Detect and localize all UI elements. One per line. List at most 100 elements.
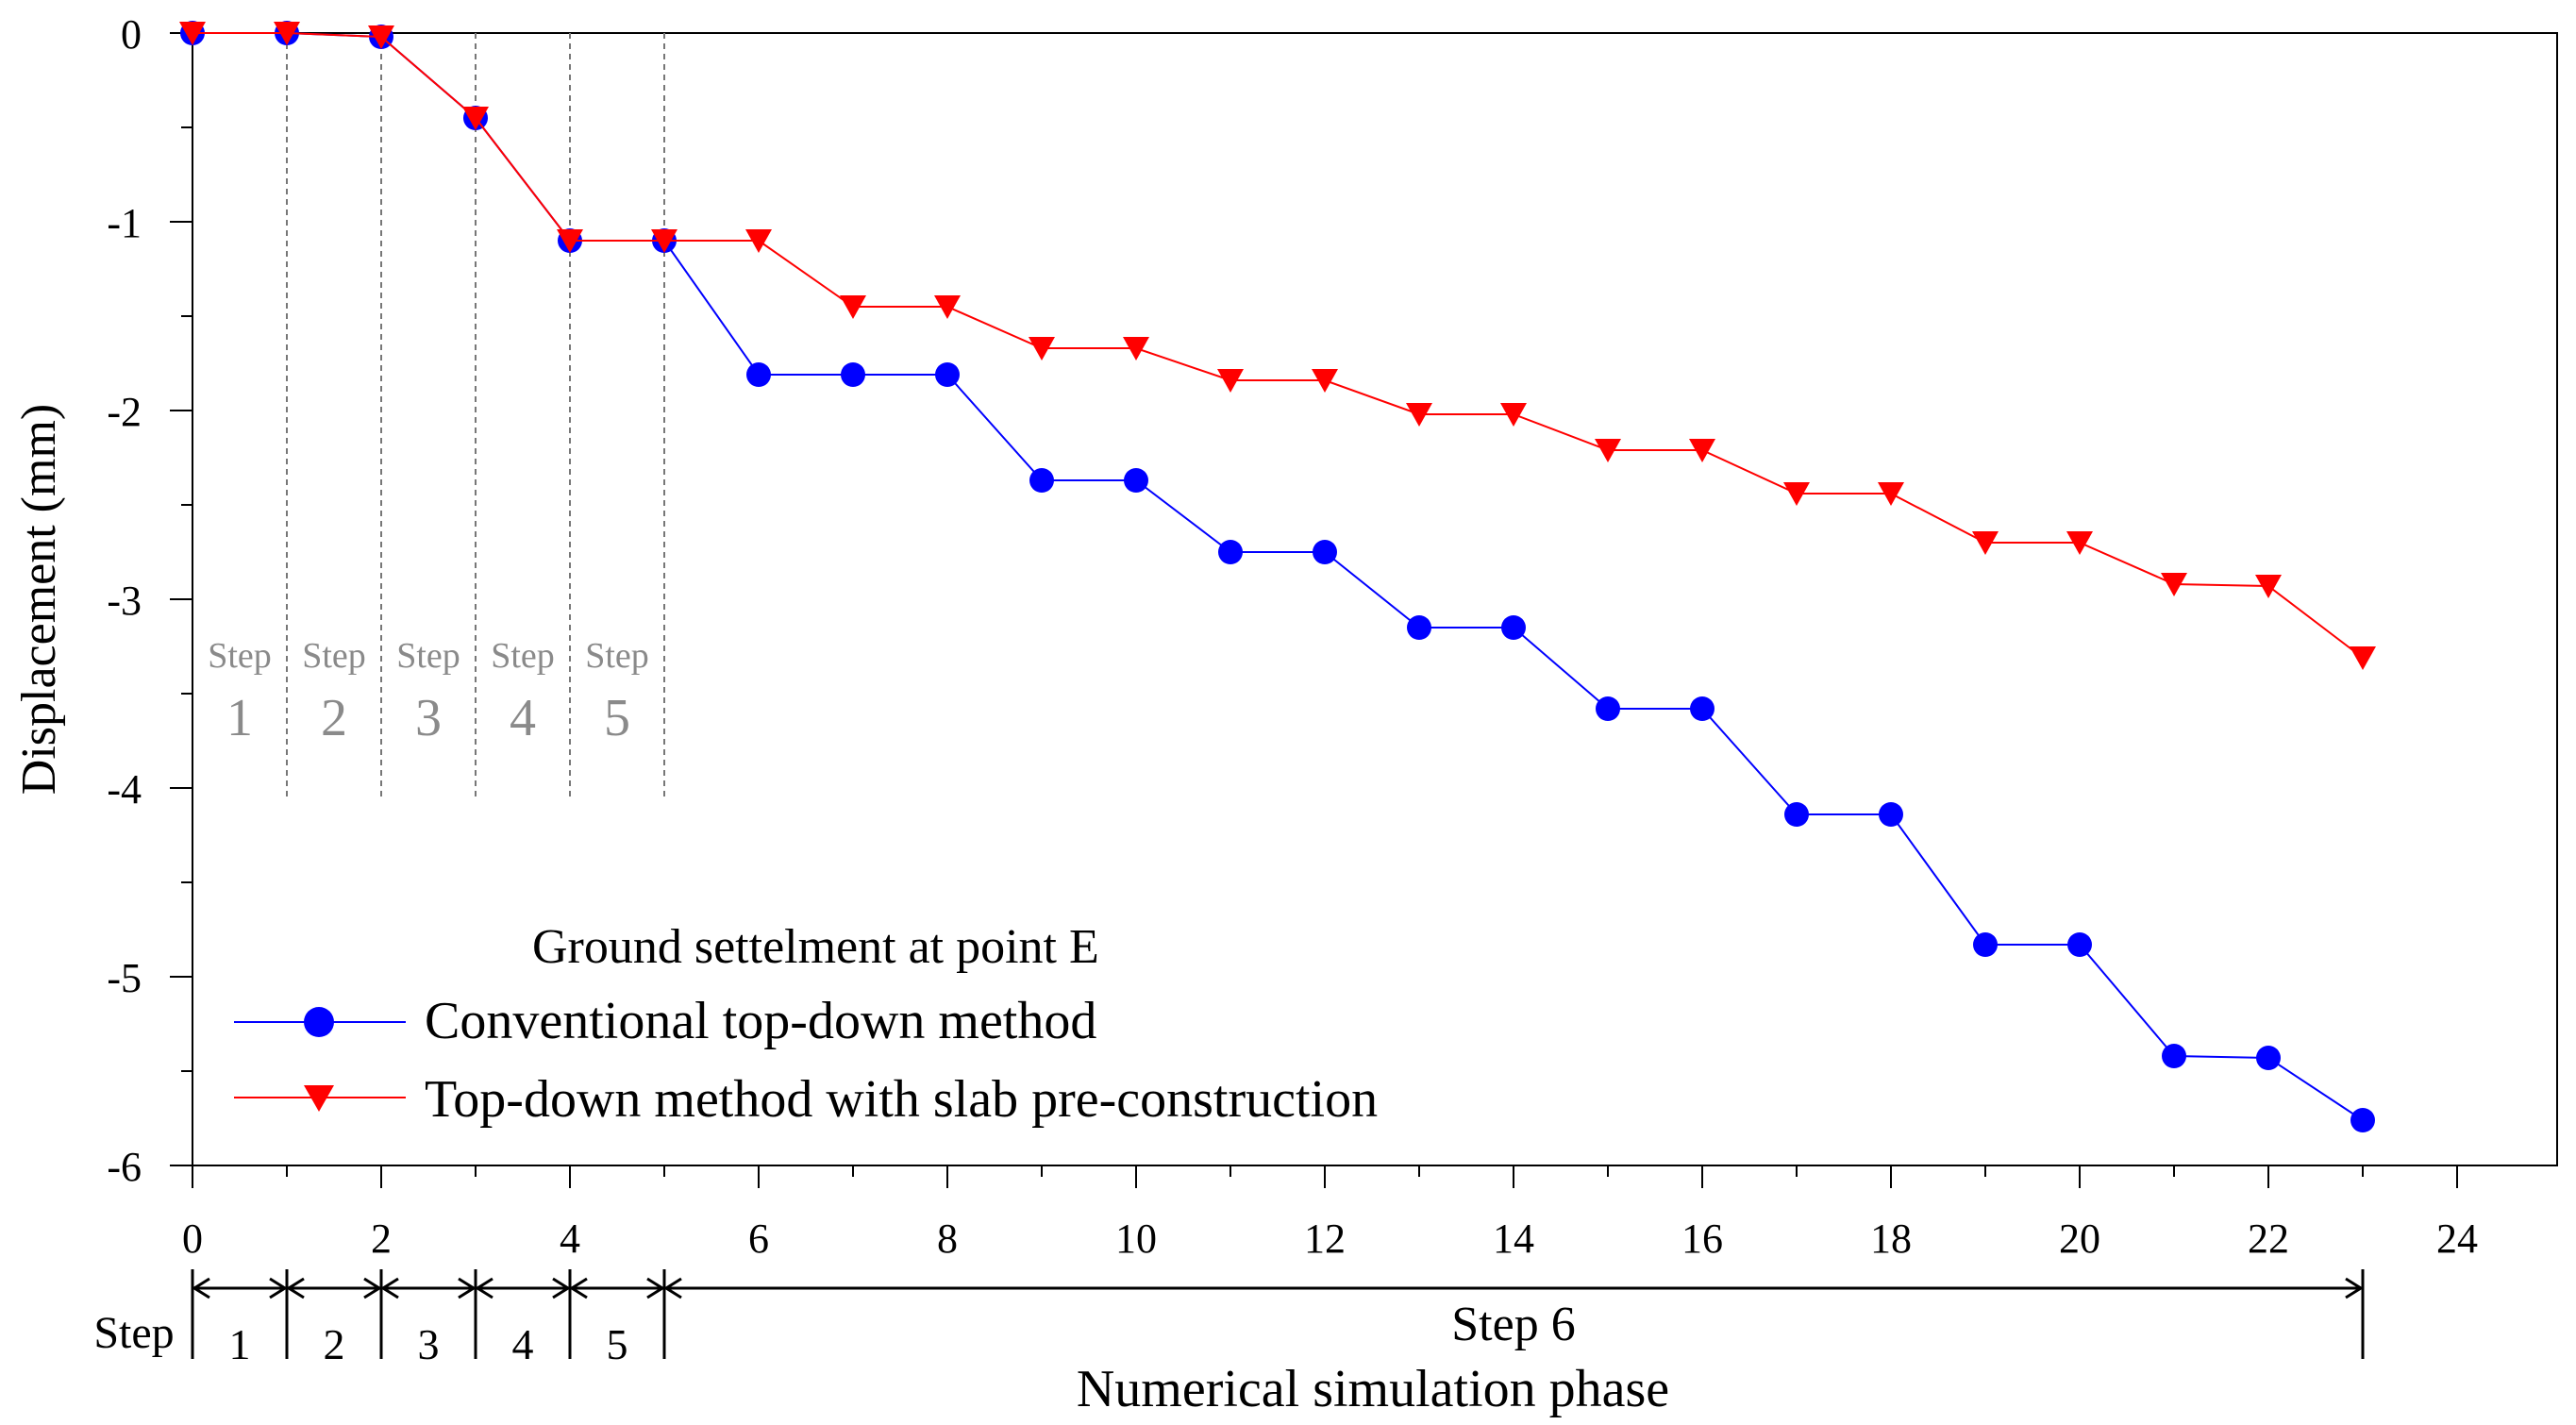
- legend-marker-conventional: [304, 1007, 334, 1037]
- data-point-triangle: [1406, 403, 1432, 427]
- x-tick-label: 14: [1493, 1215, 1534, 1262]
- y-tick-label: -5: [107, 955, 142, 1001]
- data-point-triangle: [368, 25, 394, 49]
- data-point-circle: [1784, 802, 1809, 827]
- series-line: [192, 32, 2364, 659]
- data-point-triangle: [1217, 369, 1244, 393]
- step-annotations: Step 1 Step 2 Step 3 Step 4 Step 5: [208, 636, 649, 747]
- step-range-label: 4: [512, 1320, 534, 1368]
- data-point-triangle: [934, 295, 961, 319]
- legend-label-preconstruction: Top-down method with slab pre-constructi…: [425, 1070, 1378, 1129]
- y-axis-title: Displacement (mm): [12, 404, 66, 795]
- step-range-label: 2: [324, 1320, 345, 1368]
- data-point-triangle: [1689, 439, 1715, 462]
- step-range-label: Step 6: [1451, 1298, 1575, 1351]
- data-point-circle: [1596, 696, 1620, 721]
- data-point-triangle: [745, 229, 772, 253]
- data-point-circle: [2162, 1044, 2186, 1068]
- step-range-arrow-left: [569, 1277, 588, 1299]
- step-annotation-number: 2: [321, 689, 347, 747]
- step-range-arrow-right: [363, 1277, 382, 1299]
- x-tick-label: 6: [748, 1215, 769, 1262]
- data-point-triangle: [1029, 337, 1055, 360]
- step-range-arrow-right: [552, 1277, 571, 1299]
- data-point-circle: [1690, 696, 1715, 721]
- data-point-triangle: [2255, 575, 2282, 598]
- data-point-circle: [2256, 1046, 2281, 1070]
- data-point-circle: [2067, 932, 2092, 957]
- step-row-title: Step: [93, 1308, 174, 1358]
- step-annotation-number: 4: [510, 689, 536, 747]
- y-tick-label: -1: [107, 200, 142, 246]
- data-point-triangle: [557, 229, 583, 253]
- data-point-circle: [1124, 468, 1148, 493]
- data-series: [179, 21, 2376, 1132]
- x-tick-label: 20: [2059, 1215, 2100, 1262]
- data-point-circle: [1029, 468, 1054, 493]
- step-annotation-word: Step: [302, 636, 366, 676]
- data-point-circle: [1218, 540, 1243, 564]
- step-range-arrow-left: [663, 1277, 682, 1299]
- y-tick-label: -6: [107, 1144, 142, 1190]
- step-range-arrow-left: [192, 1277, 210, 1299]
- step-annotation-number: 3: [415, 689, 442, 747]
- x-tick-label: 16: [1681, 1215, 1723, 1262]
- data-point-triangle: [274, 22, 300, 45]
- step-range-arrow-left: [475, 1277, 493, 1299]
- axis-ticks: 0 2 4 6 8 10 12 14 16 18 20 22 240-1-2-3-4-5-6: [107, 11, 2478, 1262]
- x-tick-label: 0: [182, 1215, 203, 1262]
- y-tick-label: -4: [107, 766, 142, 813]
- step-annotation-number: 5: [604, 689, 630, 747]
- step-annotation-word: Step: [396, 636, 460, 676]
- data-point-triangle: [2066, 531, 2093, 555]
- legend: Ground settelment at point E Conventiona…: [234, 920, 1378, 1129]
- step-range-label: 5: [607, 1320, 628, 1368]
- step-range-arrow-right: [458, 1277, 477, 1299]
- data-point-circle: [1973, 932, 1998, 957]
- data-point-circle: [1313, 540, 1337, 564]
- step-boundary-lines: [286, 33, 665, 797]
- x-tick-label: 10: [1115, 1215, 1157, 1262]
- data-point-triangle: [1500, 403, 1527, 427]
- data-point-circle: [1501, 615, 1526, 640]
- step-range-label: 1: [229, 1320, 251, 1368]
- data-point-circle: [935, 362, 960, 387]
- step-range-arrow-left: [380, 1277, 399, 1299]
- x-tick-label: 18: [1870, 1215, 1912, 1262]
- x-axis-title: Numerical simulation phase: [1077, 1360, 1669, 1418]
- legend-label-conventional: Conventional top-down method: [425, 992, 1096, 1050]
- step-annotation-word: Step: [585, 636, 649, 676]
- step-range-arrow-right: [646, 1277, 665, 1299]
- data-point-triangle: [1878, 482, 1904, 506]
- data-point-circle: [1407, 615, 1431, 640]
- x-tick-label: 4: [560, 1215, 580, 1262]
- y-tick-label: -3: [107, 578, 142, 624]
- legend-marker-preconstruction: [304, 1085, 334, 1112]
- step-range-arrow-right: [2345, 1277, 2364, 1299]
- data-point-triangle: [1123, 337, 1149, 360]
- legend-title: Ground settelment at point E: [532, 920, 1099, 974]
- x-tick-label: 2: [371, 1215, 392, 1262]
- data-point-triangle: [1972, 531, 1999, 555]
- x-tick-label: 24: [2436, 1215, 2478, 1262]
- data-point-circle: [746, 362, 771, 387]
- data-point-triangle: [2161, 573, 2187, 596]
- data-point-circle: [841, 362, 865, 387]
- x-tick-label: 12: [1304, 1215, 1346, 1262]
- data-point-triangle: [651, 229, 677, 253]
- data-point-triangle: [1595, 439, 1621, 462]
- y-tick-label: -2: [107, 389, 142, 435]
- y-tick-label: 0: [121, 11, 142, 58]
- x-tick-label: 8: [937, 1215, 958, 1262]
- data-point-triangle: [2350, 646, 2376, 670]
- step-range-arrow-right: [269, 1277, 288, 1299]
- data-point-triangle: [179, 22, 206, 45]
- data-point-triangle: [840, 295, 866, 319]
- step-annotation-word: Step: [491, 636, 555, 676]
- series-line: [192, 32, 2364, 1121]
- data-point-circle: [2350, 1108, 2375, 1132]
- step-annotation-word: Step: [208, 636, 272, 676]
- data-point-triangle: [1783, 482, 1810, 506]
- step-annotation-number: 1: [226, 689, 253, 747]
